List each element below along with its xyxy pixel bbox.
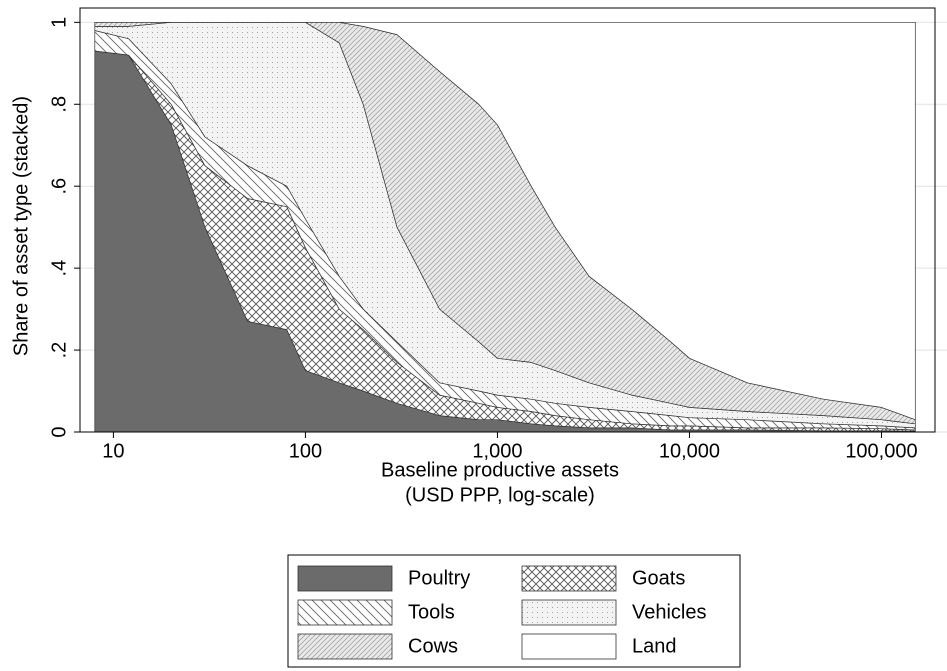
x-tick-label: 10 bbox=[102, 440, 124, 462]
legend-label: Tools bbox=[408, 601, 455, 623]
y-tick-label: .2 bbox=[48, 342, 70, 359]
legend-swatch bbox=[297, 599, 393, 626]
legend-swatch bbox=[521, 565, 617, 592]
legend-label: Cows bbox=[408, 635, 458, 657]
legend-label: Poultry bbox=[408, 567, 470, 589]
legend-swatch bbox=[521, 599, 617, 626]
x-tick-label: 1,000 bbox=[472, 440, 522, 462]
x-tick-label: 10,000 bbox=[659, 440, 720, 462]
y-tick-label: 1 bbox=[48, 17, 70, 28]
x-tick-label: 100 bbox=[289, 440, 322, 462]
plot-frame bbox=[79, 7, 936, 433]
x-axis-title: (USD PPP, log-scale) bbox=[405, 484, 595, 506]
legend-label: Vehicles bbox=[632, 601, 707, 623]
legend-swatch bbox=[297, 565, 393, 592]
y-tick-label: 0 bbox=[48, 426, 70, 437]
x-tick-label: 100,000 bbox=[845, 440, 917, 462]
legend-label: Land bbox=[632, 635, 677, 657]
x-axis-title: Baseline productive assets bbox=[381, 459, 619, 481]
legend: Poultry Goats Tools Vehicles Cows Land bbox=[297, 565, 707, 660]
y-axis-title: Share of asset type (stacked) bbox=[10, 96, 32, 356]
legend-label: Goats bbox=[632, 567, 685, 589]
y-tick-label: .8 bbox=[48, 96, 70, 113]
y-tick-label: .4 bbox=[48, 260, 70, 277]
legend-swatch bbox=[297, 633, 393, 660]
plot-area: 0 .2 .4 .6 .8 1 10 100 1,000 10,000 100,000 bbox=[48, 7, 947, 462]
legend-swatch bbox=[521, 633, 617, 660]
y-tick-label: .6 bbox=[48, 178, 70, 195]
area bbox=[94, 21, 916, 421]
